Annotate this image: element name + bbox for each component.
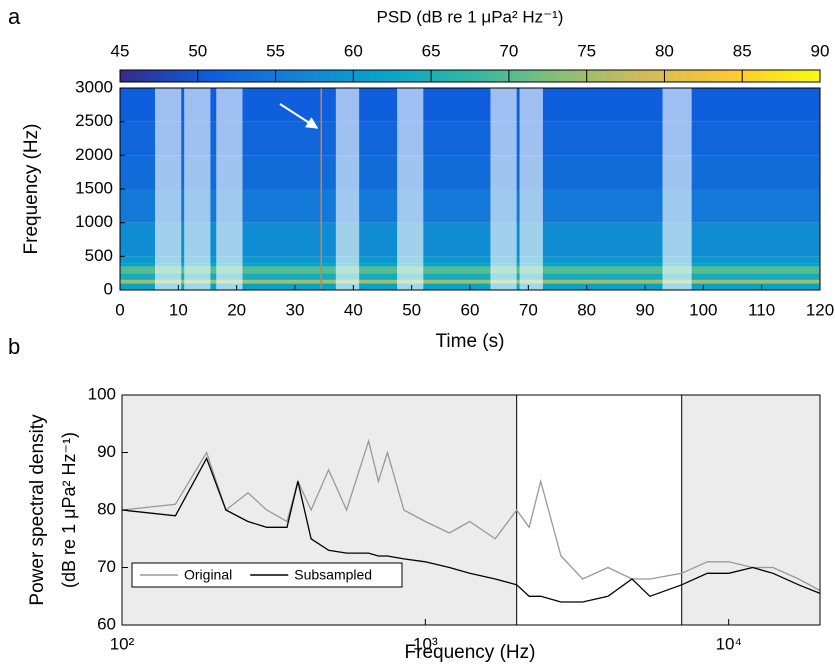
heatmap-cell [120,279,820,284]
highlight-window [662,88,692,290]
colorbar-tick-label: 80 [655,41,674,60]
x-tick-label: 10⁴ [716,634,742,653]
x-tick-label: 90 [636,300,655,319]
series-line [121,438,821,592]
colorbar-tick-label: 45 [111,41,130,60]
arrow [279,103,319,129]
colorbar-tick-label: 65 [422,41,441,60]
x-tick-label: 20 [227,300,246,319]
highlight-window [490,88,517,290]
y-tick-label: 1500 [75,178,113,197]
y-tick-label: 100 [88,384,116,403]
heatmap-cell [120,273,820,280]
y-tick-label: 0 [104,279,113,298]
shaded-region [122,395,517,625]
heatmap-cell [120,256,820,264]
colorbar-tick-label: 70 [499,41,518,60]
y-axis-label: Power spectral density [27,414,48,606]
colorbar [119,69,821,83]
heatmap-cell [120,266,820,274]
x-tick-label: 10² [110,634,135,653]
panel-label: a [8,4,21,29]
colorbar-tick-label: 60 [344,41,363,60]
highlight-window [155,88,182,290]
x-tick-label: 10 [169,300,188,319]
y-tick-label: 1000 [75,212,113,231]
x-tick-label: 110 [748,300,775,319]
highlight-window [216,88,243,290]
colorbar-tick-label: 90 [811,41,830,60]
colorbar-tick-label: 55 [266,41,285,60]
highlight-window [519,88,543,290]
x-tick-label: 80 [577,300,596,319]
panel-label: b [8,334,20,359]
highlight-window [397,88,424,290]
x-tick-label: 10³ [413,634,438,653]
legend-label: Original [184,567,232,583]
x-tick-label: 40 [344,300,363,319]
y-tick-label: 60 [97,614,116,633]
legend-label: Subsampled [294,567,372,583]
x-axis-label: Time (s) [436,331,505,352]
y-tick-label: 2000 [75,145,113,164]
x-tick-label: 30 [286,300,305,319]
x-axis-label: Frequency (Hz) [405,642,536,663]
highlight-window [184,88,211,290]
y-tick-label: 90 [97,442,116,461]
series-line [121,456,821,603]
shaded-region [681,395,820,625]
y-tick-label: 500 [85,246,113,265]
x-tick-label: 100 [689,300,717,319]
x-tick-label: 70 [519,300,538,319]
y-tick-label: 2500 [75,111,113,130]
y-tick-label: 70 [97,557,116,576]
y-tick-label: 80 [97,499,116,518]
x-tick-label: 120 [806,300,834,319]
y-axis-label: (dB re 1 μPa² Hz⁻¹) [59,432,79,588]
x-tick-label: 60 [461,300,480,319]
highlight-window [335,88,360,290]
colorbar-tick-label: 85 [733,41,752,60]
y-tick-label: 3000 [75,77,113,96]
x-tick-label: 0 [115,300,124,319]
heatmap-cell [120,263,820,267]
colorbar-title: PSD (dB re 1 μPa² Hz⁻¹) [377,7,564,26]
colorbar-tick-label: 50 [188,41,207,60]
x-tick-label: 50 [402,300,421,319]
colorbar-tick-label: 75 [577,41,596,60]
y-axis-label: Frequency (Hz) [21,124,42,255]
